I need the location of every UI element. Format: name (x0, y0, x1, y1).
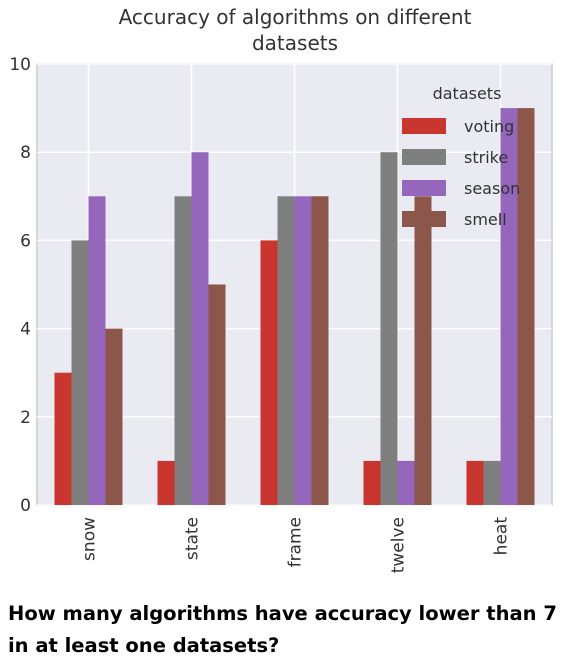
x-tick-label: heat (492, 517, 512, 556)
legend-label-strike: strike (464, 148, 508, 167)
legend-swatch-voting (402, 118, 446, 134)
bar-voting-heat (466, 460, 484, 505)
bar-strike-twelve (380, 152, 398, 505)
x-tick-labels: snow state frame twelve heat (80, 517, 512, 574)
bar-season-snow (88, 196, 106, 506)
bar-strike-state (174, 196, 192, 506)
bar-chart: Accuracy of algorithms on different data… (9, 5, 553, 574)
y-tick-label: 6 (20, 231, 31, 251)
legend-title: datasets (433, 84, 502, 103)
y-tick-label: 10 (9, 55, 31, 75)
bar-season-state (191, 152, 209, 505)
chart-title-line-1: Accuracy of algorithms on different (119, 5, 472, 29)
legend: datasets voting strike season smell (402, 84, 520, 229)
y-tick-label: 0 (20, 496, 31, 516)
bar-smell-twelve (414, 196, 432, 506)
x-tick-label: state (183, 517, 203, 560)
legend-swatch-season (402, 180, 446, 196)
x-tick-label: frame (286, 517, 306, 567)
bar-season-frame (294, 196, 312, 506)
legend-swatch-strike (402, 149, 446, 165)
y-tick-label: 8 (20, 143, 31, 163)
question-text: How many algorithms have accuracy lower … (8, 602, 557, 657)
legend-swatch-smell (402, 211, 446, 227)
bar-strike-heat (483, 460, 501, 505)
y-tick-labels: 0 2 4 6 8 10 (9, 55, 31, 516)
bar-smell-snow (105, 328, 123, 505)
bar-strike-frame (277, 196, 295, 506)
chart-title-line-2: datasets (252, 31, 338, 55)
bar-strike-snow (71, 240, 89, 505)
bars (54, 108, 535, 506)
legend-label-voting: voting (464, 117, 514, 136)
bar-voting-frame (260, 240, 278, 505)
bar-season-heat (500, 108, 518, 505)
legend-label-smell: smell (464, 210, 507, 229)
x-tick-label: snow (80, 517, 100, 561)
x-tick-label: twelve (389, 517, 409, 573)
y-tick-label: 4 (20, 320, 31, 340)
legend-label-season: season (464, 179, 520, 198)
bar-voting-state (157, 460, 175, 505)
bar-smell-heat (517, 108, 535, 505)
bar-smell-frame (311, 196, 329, 506)
y-tick-label: 2 (20, 408, 31, 428)
bar-season-twelve (397, 460, 415, 505)
bar-voting-snow (54, 372, 72, 505)
bar-voting-twelve (363, 460, 381, 505)
bar-smell-state (208, 284, 226, 505)
